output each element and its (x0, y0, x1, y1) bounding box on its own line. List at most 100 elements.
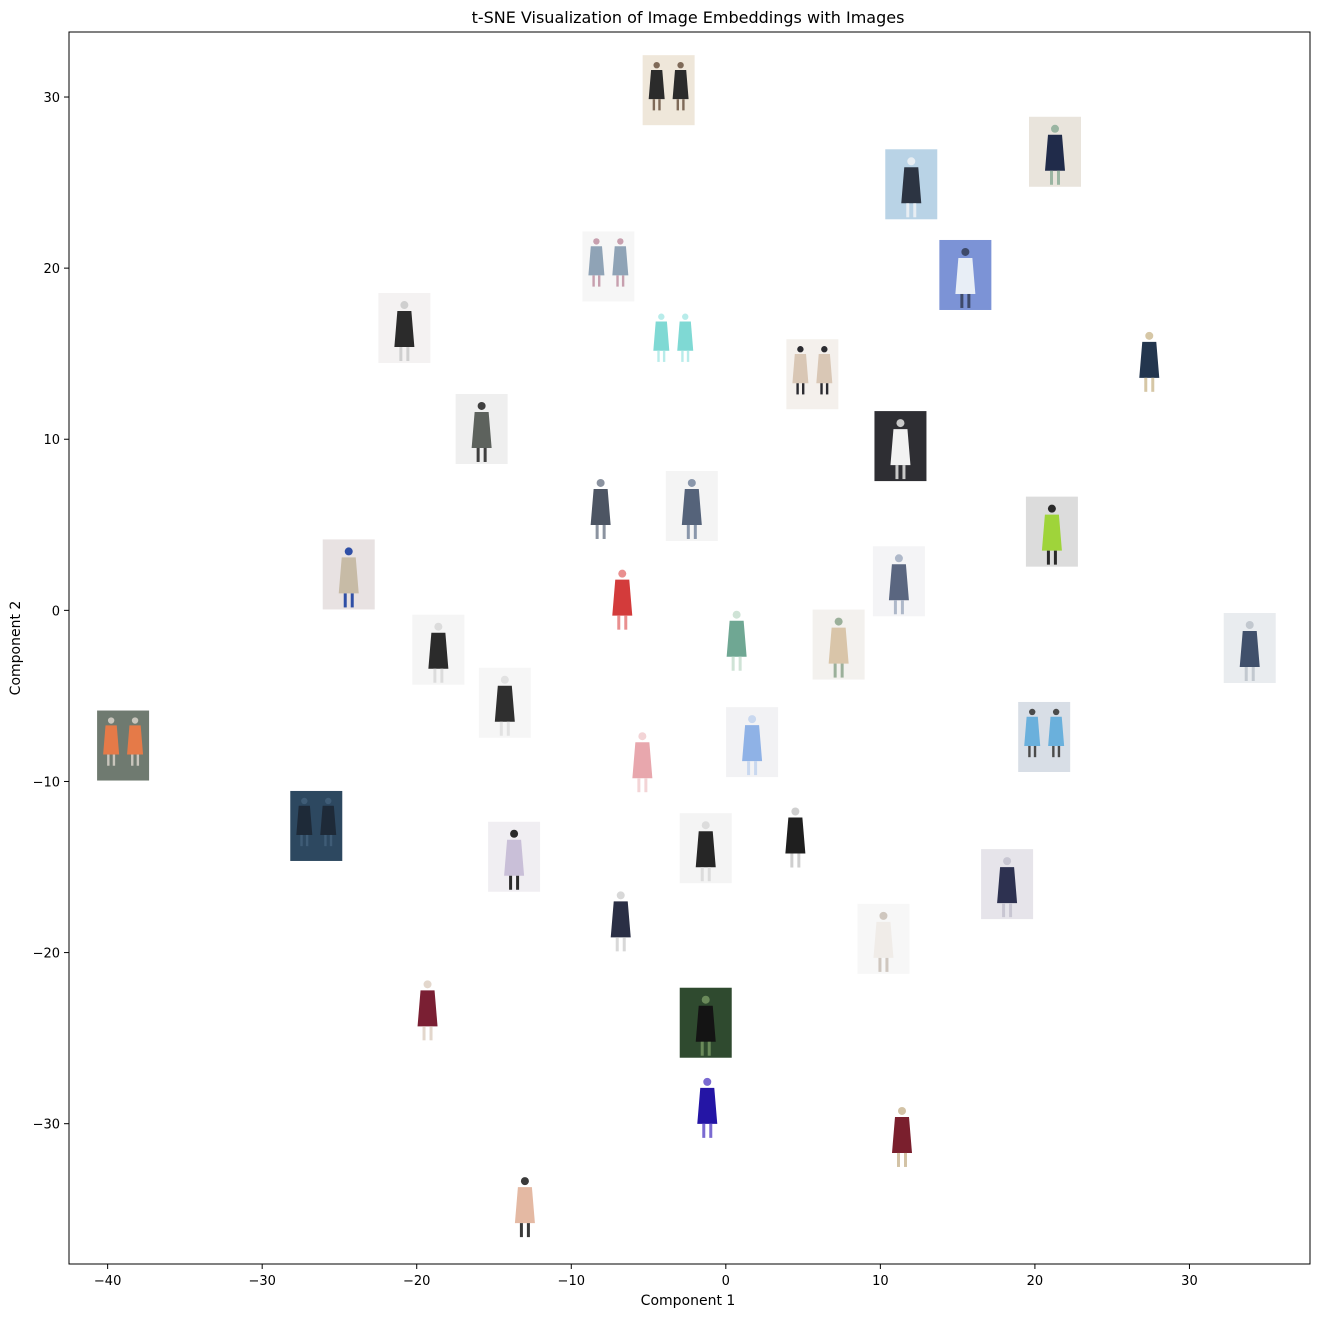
figure-head (894, 554, 903, 563)
thumbnail-woman-black-off-shoulder-dress (769, 799, 822, 870)
figure-leg (1053, 550, 1057, 565)
figure-leg (107, 754, 110, 766)
figure-leg (112, 754, 116, 766)
figure-leg (1028, 745, 1031, 758)
figure-leg (796, 383, 799, 395)
figure-garment (504, 839, 525, 876)
figure-head (500, 675, 509, 684)
figure-leg (509, 875, 513, 890)
x-tick-label: 10 (872, 1274, 889, 1289)
figure-head (907, 157, 916, 166)
thumbnail-woman-light-blue-kimono (885, 149, 938, 220)
figure-leg (652, 99, 656, 111)
figure-garment (697, 1087, 718, 1124)
figure-leg (519, 1223, 523, 1238)
figure-leg (592, 275, 595, 287)
thumbnail-burgundy-swing-coat (401, 972, 454, 1043)
figure-head (653, 61, 660, 69)
figure-head (477, 401, 486, 410)
figure-garment (695, 1005, 716, 1042)
figure-head (107, 717, 115, 724)
figure-garment (1045, 134, 1065, 171)
figure-leg (885, 957, 889, 972)
thumbnail-woman-black-top-shorts (478, 667, 531, 738)
figure-garment (672, 69, 689, 100)
figure-head (701, 995, 710, 1004)
x-tick-label: −40 (94, 1274, 121, 1289)
figure-leg (833, 663, 837, 678)
y-tick-label: −30 (33, 1118, 60, 1133)
figure-garment (428, 632, 449, 669)
figure-leg (700, 1041, 704, 1056)
figure-leg (1009, 903, 1013, 918)
figure-garment (1024, 716, 1041, 746)
thumbnail-woman-seated-porch (1223, 613, 1276, 683)
figure-head (596, 478, 605, 487)
figure-head (301, 797, 308, 805)
figure-head (797, 346, 804, 353)
y-tick-label: −10 (33, 775, 60, 790)
figure-leg (483, 447, 487, 462)
figure-garment (338, 557, 359, 594)
figure-garment (677, 321, 694, 351)
figure-garment (726, 620, 747, 657)
thumbnail-woman-navy-coat (981, 849, 1034, 920)
figure-head (510, 829, 519, 838)
figure-leg (893, 600, 897, 615)
figure-leg (616, 275, 619, 287)
figure-leg (1057, 170, 1060, 185)
figure-head (1047, 504, 1056, 513)
figure-leg (967, 293, 971, 308)
y-tick-label: 10 (43, 433, 60, 448)
figure-garment (892, 1116, 912, 1153)
thumbnail-man-red-striped-sweater (876, 1098, 928, 1169)
thumbnail-two-floral-maxi-dresses (582, 231, 635, 302)
thumbnail-woman-white-blouse-dark-bg (874, 411, 927, 482)
figure-leg (131, 754, 134, 766)
figure-leg (1244, 667, 1248, 681)
figure-head (898, 1106, 906, 1115)
figure-head (1145, 331, 1154, 340)
figure-leg (1050, 170, 1053, 185)
figure-head (791, 807, 800, 816)
figure-leg (802, 383, 805, 395)
figure-head (677, 61, 684, 69)
figure-leg (897, 1152, 900, 1167)
figure-leg (731, 656, 735, 671)
x-tick-label: −30 (248, 1274, 275, 1289)
figure-leg (895, 465, 899, 480)
figure-head (400, 301, 409, 310)
thumbnail-woman-beige-coat-blue-jeans (322, 539, 375, 610)
thumbnail-woman-light-blue-dress (726, 707, 779, 778)
figure-leg (406, 347, 410, 362)
figure-head (434, 622, 443, 631)
figure-garment (828, 627, 849, 664)
figure-head (961, 247, 970, 256)
thumbnail-navy-dress-dark-backdrop (290, 790, 343, 861)
figure-leg (1052, 745, 1055, 758)
figure-head (879, 911, 888, 920)
figure-garment (320, 805, 337, 835)
figure-leg (960, 293, 964, 308)
figure-leg (662, 350, 666, 362)
figure-head (834, 617, 843, 626)
thumbnail-woman-blue-hair-shorts (939, 239, 992, 310)
y-axis-label: Component 2 (8, 601, 24, 696)
figure-garment (816, 354, 833, 384)
figure-garment (695, 831, 716, 868)
thumbnail-peach-cropped-sweater (498, 1169, 551, 1240)
figure-garment (394, 311, 415, 348)
figure-garment (471, 411, 492, 448)
figure-garment (648, 69, 665, 100)
figure-leg (709, 1123, 713, 1138)
figure-leg (324, 834, 327, 847)
figure-leg (644, 778, 648, 793)
figure-garment (742, 725, 763, 762)
thumbnail-woman-royal-blue-dress (681, 1069, 734, 1140)
figure-garment (127, 725, 144, 755)
figure-head (617, 238, 624, 245)
figure-head (520, 1177, 529, 1186)
figure-leg (329, 834, 333, 847)
figure-leg (476, 447, 480, 462)
